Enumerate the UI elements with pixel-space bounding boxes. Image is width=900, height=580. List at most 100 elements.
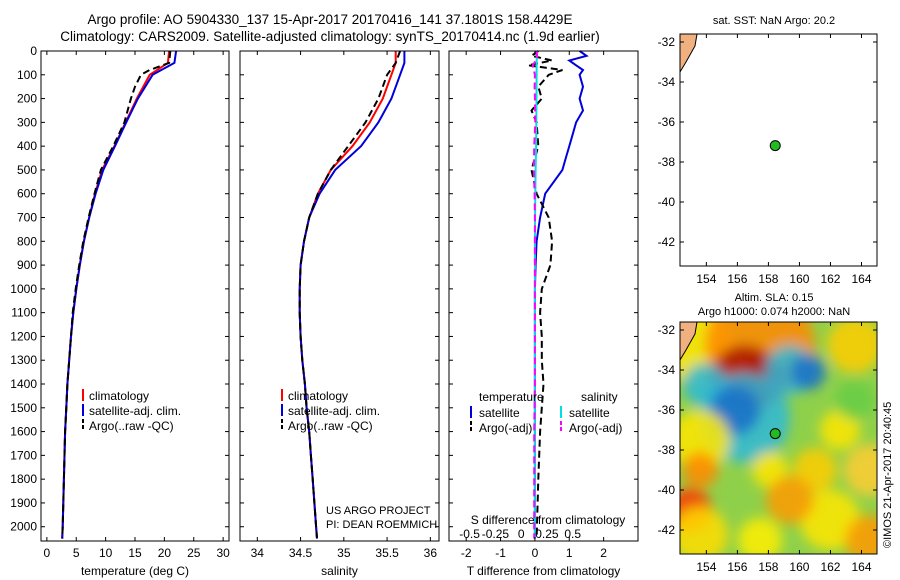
series-line-temperature-satellite (533, 50, 589, 539)
series-line-temperature-argo-adj- (527, 50, 563, 539)
top-tick-label: 0.25 (535, 527, 559, 541)
map-title: Altim. SLA: 0.15 (735, 292, 814, 304)
heatmap-cell (827, 322, 877, 373)
series-line-satellite-adj-clim- (61, 50, 178, 539)
x-axis-label: temperature (deg C) (81, 564, 189, 578)
legend-group-title: salinity (581, 390, 618, 404)
land-area (680, 322, 697, 360)
y-tick-label: 900 (17, 258, 37, 272)
profile-panel-0: 0 5 10 15 20 25 30 temperature (deg C) 0 100 200 30… (10, 44, 230, 578)
heatmap-cell (820, 410, 860, 450)
legend-entry: Argo(-adj) (479, 421, 532, 435)
sla-heatmap (680, 322, 877, 554)
figure-title-line2: Climatology: CARS2009. Satellite-adjuste… (60, 29, 600, 44)
x-tick-label: 156 (727, 560, 747, 574)
y-tick-label: -40 (658, 483, 676, 497)
legend-entry: satellite-adj. clim. (89, 404, 181, 418)
series-line-climatology (298, 51, 397, 539)
x-tick-label: 30 (216, 546, 230, 560)
panel-frame (40, 50, 230, 542)
x-axis-label: salinity (321, 564, 358, 578)
x-tick-label: 1 (566, 546, 573, 560)
heatmap-cell (800, 490, 860, 550)
heatmap-cell (680, 507, 728, 554)
y-tick-label: 1500 (10, 401, 37, 415)
x-tick-label: 35 (337, 546, 351, 560)
y-tick-label: -42 (658, 523, 676, 537)
y-tick-label: -34 (658, 75, 676, 89)
x-tick-label: 156 (727, 272, 747, 286)
map-title: sat. SST: NaN Argo: 20.2 (713, 15, 835, 27)
top-axis-label: S difference from climatology (471, 513, 626, 527)
x-tick-label: 34.5 (289, 546, 313, 560)
y-tick-label: 1900 (10, 496, 37, 510)
panel-frame (239, 50, 440, 542)
x-tick-label: 164 (851, 272, 871, 286)
heatmap-cell (766, 476, 814, 524)
x-tick-label: 154 (696, 560, 716, 574)
x-tick-label: 158 (758, 560, 778, 574)
map-frame (679, 33, 878, 267)
land-area (680, 34, 697, 72)
x-tick-label: 15 (128, 546, 142, 560)
series-line-argo-raw-qc- (61, 50, 172, 539)
legend-entry: climatology (89, 389, 149, 403)
y-tick-label: 2000 (10, 520, 37, 534)
y-tick-label: -32 (658, 35, 676, 49)
y-tick-label: -32 (658, 323, 676, 337)
top-tick-label: 0 (518, 527, 525, 541)
series-line-climatology (61, 50, 171, 539)
legend-group-title: temperature (479, 390, 544, 404)
x-tick-label: 160 (789, 560, 809, 574)
heatmap-cell (844, 444, 877, 496)
project-credit: US ARGO PROJECT (326, 505, 431, 517)
series-line-argo-raw-qc- (298, 50, 402, 539)
top-tick-label: 0.5 (564, 527, 581, 541)
y-tick-label: 100 (17, 68, 37, 82)
top-tick-label: -0.25 (482, 527, 510, 541)
legend-entry: satellite-adj. clim. (288, 404, 380, 418)
x-tick-label: 20 (158, 546, 172, 560)
y-tick-label: 400 (17, 139, 37, 153)
top-tick-label: -0.5 (459, 527, 480, 541)
x-tick-label: 25 (187, 546, 201, 560)
legend-entry: climatology (288, 389, 348, 403)
x-tick-label: 34 (251, 546, 265, 560)
x-axis-label: T difference from climatology (467, 564, 621, 578)
profile-panel-2: -2 -1 0 1 2 T difference from climatology temp… (448, 50, 639, 578)
x-tick-label: 162 (820, 272, 840, 286)
sla-map: 154 156 158 160 162 164 -32 -34 -36 -38 -40 -42 Alti… (658, 292, 878, 574)
legend-entry: Argo(..raw -QC) (89, 419, 174, 433)
x-tick-label: -2 (461, 546, 472, 560)
y-tick-label: 200 (17, 92, 37, 106)
legend-entry: Argo(..raw -QC) (288, 419, 373, 433)
x-tick-label: 36 (424, 546, 438, 560)
imos-credit: ©IMOS 21-Apr-2017 20:40:45 (882, 401, 894, 548)
y-tick-label: 1800 (10, 472, 37, 486)
sst-map: 154 156 158 160 162 164 -32 -34 -36 -38 -40 -42 sat.… (658, 15, 878, 286)
map-subtitle: Argo h1000: 0.074 h2000: NaN (698, 306, 850, 318)
series-line-salinity-argo-adj- (531, 50, 539, 539)
y-tick-label: 1400 (10, 377, 37, 391)
y-tick-label: 1600 (10, 425, 37, 439)
x-tick-label: 35.5 (375, 546, 399, 560)
y-tick-label: 300 (17, 115, 37, 129)
profile-panel-1: 34 34.5 35 35.5 36 salinity climatologysatelli… (239, 50, 440, 578)
x-tick-label: 5 (73, 546, 80, 560)
y-tick-label: -34 (658, 363, 676, 377)
heatmap-cell (845, 515, 877, 554)
legend-entry: satellite (479, 406, 520, 420)
map-frame (679, 321, 878, 555)
x-tick-label: 2 (600, 546, 607, 560)
panel-frame (448, 50, 639, 542)
x-tick-label: 158 (758, 272, 778, 286)
y-tick-label: -42 (658, 235, 676, 249)
coastline (679, 33, 698, 73)
figure-title-line1: Argo profile: AO 5904330_137 15-Apr-2017… (87, 12, 573, 27)
heatmap-cell (835, 380, 875, 420)
y-tick-label: 1000 (10, 282, 37, 296)
y-tick-label: -40 (658, 195, 676, 209)
y-tick-label: -38 (658, 443, 676, 457)
